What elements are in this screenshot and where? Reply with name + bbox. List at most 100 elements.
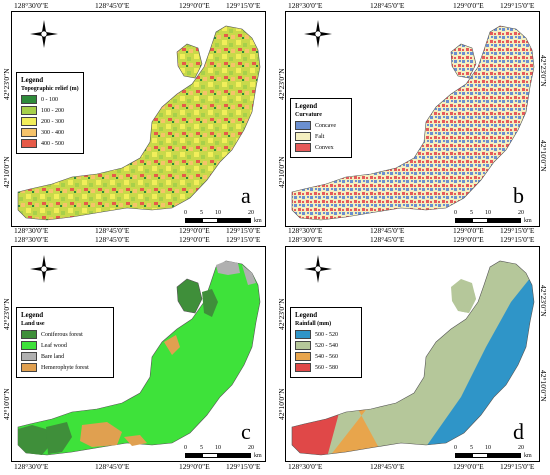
scale-bar: 0 5 10 20 km [454,445,532,459]
legend-swatch [295,363,311,372]
scale-bar: 0 5 10 20 km [184,210,262,224]
legend-item-label: 100 - 200 [41,107,64,114]
legend-swatch [21,363,37,372]
legend-swatch [295,341,311,350]
scale-tick: 5 [200,445,203,451]
longitude-label: 129°0'0"E [179,462,210,471]
scale-tick: 5 [470,445,473,451]
scale-tick: 20 [248,445,254,451]
scale-bar: 0 5 10 20 km [454,210,532,224]
legend-item-label: 500 - 520 [315,331,338,338]
legend-swatch [21,330,37,339]
longitude-label: 128°45'0"E [95,1,130,10]
legend-swatch [21,139,37,148]
longitude-label: 129°15'0"E [226,226,261,235]
legend-title: Legend [21,76,44,84]
longitude-label: 129°15'0"E [226,235,261,244]
latitude-label: 42°10'0"N [539,140,548,172]
longitude-label: 129°15'0"E [500,1,535,10]
scale-tick: 0 [184,210,187,216]
longitude-label: 128°45'0"E [370,1,405,10]
legend-swatch [21,117,37,126]
legend-item: 560 - 580 [295,363,357,372]
longitude-label: 129°0'0"E [453,1,484,10]
legend-swatch [295,132,311,141]
panel-label-b: b [513,183,524,208]
longitude-label: 128°45'0"E [370,462,405,471]
legend-item: 540 - 560 [295,352,357,361]
scale-tick: 0 [454,445,457,451]
longitude-label: 128°30'0"E [14,235,49,244]
longitude-label: 128°45'0"E [95,226,130,235]
scale-unit: km [254,218,262,224]
legend-c: Legend Land use Coniferous forest Leaf wo… [16,307,114,378]
longitude-label: 128°30'0"E [288,226,323,235]
longitude-label: 129°15'0"E [500,462,535,471]
legend-item-label: 520 - 540 [315,342,338,349]
scale-unit: km [254,453,262,459]
longitude-label: 129°0'0"E [179,226,210,235]
map-panel-c: Legend Land use Coniferous forest Leaf wo… [11,246,266,462]
longitude-label: 128°45'0"E [370,235,405,244]
legend-title: Legend [21,311,44,319]
legend-d: Legend Rainfall (mm) 500 - 520 520 - 540 5… [290,307,362,378]
legend-item: Bare land [21,352,109,361]
legend-item-label: Falt [315,133,325,140]
legend-swatch [295,352,311,361]
scale-tick: 20 [518,210,524,216]
scale-tick: 5 [200,210,203,216]
legend-item: Concave [295,121,347,130]
north-arrow-icon [304,20,332,48]
latitude-label: 42°10'0"N [2,388,11,420]
legend-item: Leaf wood [21,341,109,350]
legend-swatch [21,341,37,350]
scale-unit: km [524,453,532,459]
scale-tick: 10 [215,210,221,216]
legend-item-label: 400 - 500 [41,140,64,147]
legend-subtitle: Rainfall (mm) [295,321,332,327]
legend-item: 520 - 540 [295,341,357,350]
legend-title: Legend [295,311,318,319]
longitude-label: 129°0'0"E [179,235,210,244]
longitude-label: 129°15'0"E [226,462,261,471]
north-arrow-icon [30,20,58,48]
scale-tick: 20 [518,445,524,451]
longitude-label: 128°45'0"E [95,462,130,471]
legend-item: Convex [295,143,347,152]
legend-swatch [295,121,311,130]
legend-item: Falt [295,132,347,141]
legend-swatch [21,128,37,137]
legend-swatch [21,352,37,361]
legend-b: Legend Curvature Concave Falt Convex [290,98,352,158]
panel-label-d: d [513,419,524,444]
legend-item-label: Convex [315,144,334,151]
legend-swatch [295,143,311,152]
legend-item-label: 300 - 400 [41,129,64,136]
longitude-label: 128°30'0"E [14,462,49,471]
legend-item-label: Bare land [41,353,65,360]
scale-tick: 0 [454,210,457,216]
legend-item-label: Leaf wood [41,342,67,349]
legend-item: 300 - 400 [21,128,79,137]
longitude-label: 129°0'0"E [453,235,484,244]
relief-map [17,25,261,221]
longitude-label: 128°45'0"E [95,235,130,244]
legend-item: 500 - 520 [295,330,357,339]
legend-item-label: Coniferous forest [41,331,83,338]
latitude-label: 42°10'0"N [2,156,11,188]
longitude-label: 129°15'0"E [500,235,535,244]
latitude-label: 42°23'0"N [2,298,11,330]
legend-a: Legend Topographic relief (m) 0 - 100 100… [16,72,84,154]
scale-tick: 0 [184,445,187,451]
panel-label-a: a [241,183,251,208]
legend-item-label: Concave [315,122,336,129]
scale-tick: 10 [485,210,491,216]
longitude-label: 129°15'0"E [500,226,535,235]
scale-bar: 0 5 10 20 km [184,445,262,459]
legend-item-label: 0 - 100 [41,96,58,103]
legend-swatch [21,95,37,104]
legend-swatch [21,106,37,115]
panel-label-c: c [241,419,251,444]
longitude-label: 128°30'0"E [288,462,323,471]
legend-item: 200 - 300 [21,117,79,126]
